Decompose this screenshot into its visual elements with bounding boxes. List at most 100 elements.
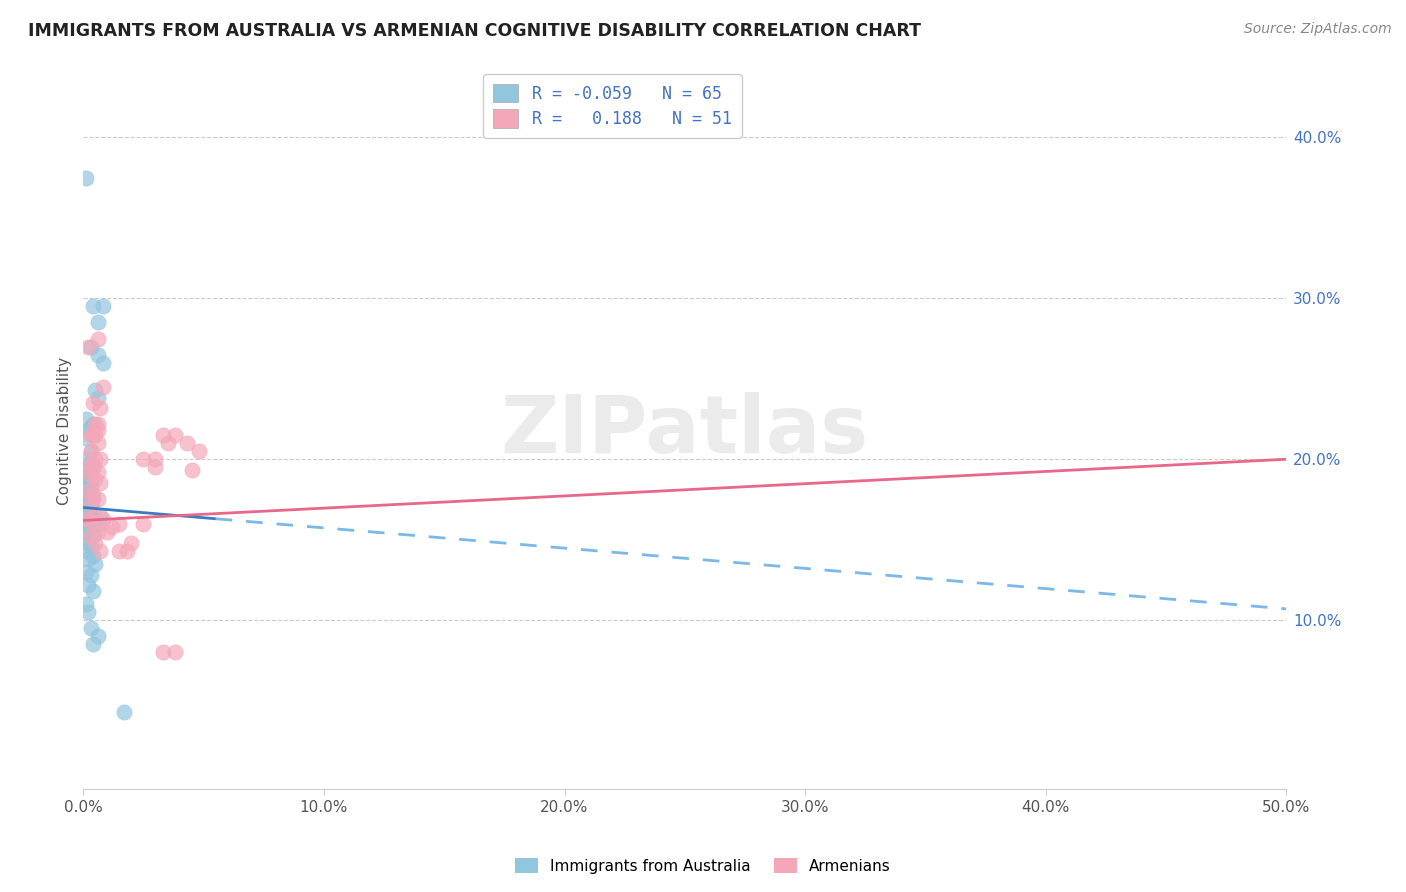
Point [112,705,135,719]
Point [87,417,110,431]
Point [79,513,101,527]
Point [89,544,111,558]
Point [87,516,110,531]
Point [77,552,100,566]
Point [108,544,131,558]
Point [82,396,104,410]
Point [79,621,101,635]
Point [75,497,97,511]
Point [145,460,167,475]
Point [77,484,100,499]
Point [91,299,114,313]
Point [82,529,104,543]
Point [132,516,155,531]
Text: IMMIGRANTS FROM AUSTRALIA VS ARMENIAN COGNITIVE DISABILITY CORRELATION CHART: IMMIGRANTS FROM AUSTRALIA VS ARMENIAN CO… [28,22,921,40]
Point [163,428,186,442]
Point [82,584,104,599]
Point [75,524,97,539]
Legend: R = -0.059   N = 65, R =   0.188   N = 51: R = -0.059 N = 65, R = 0.188 N = 51 [484,74,742,138]
Point [89,476,111,491]
Point [79,497,101,511]
Point [77,504,100,518]
Point [77,491,100,505]
Point [145,452,167,467]
Point [79,529,101,543]
Point [82,460,104,475]
Point [75,431,97,445]
Point [77,468,100,483]
Point [87,492,110,507]
Point [82,637,104,651]
Point [79,568,101,582]
Point [79,428,101,442]
Point [84,452,107,467]
Point [77,423,100,437]
Point [75,565,97,579]
Point [75,488,97,502]
Point [115,544,138,558]
Point [180,463,202,477]
Point [79,508,101,523]
Point [87,348,110,362]
Point [87,524,110,539]
Point [79,340,101,354]
Point [77,452,100,467]
Point [79,497,101,511]
Point [77,536,100,550]
Point [91,512,114,526]
Point [82,516,104,531]
Point [75,476,97,491]
Point [75,504,97,518]
Point [75,465,97,479]
Point [79,420,101,434]
Point [79,541,101,555]
Point [82,516,104,531]
Point [79,468,101,483]
Point [77,471,100,485]
Point [82,492,104,507]
Point [79,444,101,458]
Point [87,315,110,329]
Point [152,645,174,659]
Point [77,508,100,523]
Point [82,488,104,502]
Point [75,500,97,515]
Point [79,455,101,469]
Point [87,332,110,346]
Point [79,512,101,526]
Point [156,436,179,450]
Point [120,536,142,550]
Point [77,340,100,354]
Point [77,605,100,619]
Point [82,428,104,442]
Point [75,520,97,534]
Text: ZIPatlas: ZIPatlas [501,392,869,470]
Point [132,452,155,467]
Point [82,460,104,475]
Point [163,645,186,659]
Point [77,492,100,507]
Point [77,520,100,534]
Point [77,500,100,515]
Point [75,533,97,547]
Point [84,383,107,397]
Point [75,170,97,185]
Point [87,391,110,405]
Point [87,465,110,479]
Point [75,484,97,499]
Point [77,479,100,493]
Point [82,417,104,431]
Point [77,512,100,526]
Point [84,557,107,571]
Point [87,436,110,450]
Y-axis label: Cognitive Disability: Cognitive Disability [58,357,72,505]
Point [79,471,101,485]
Point [89,401,111,415]
Point [75,512,97,526]
Point [87,423,110,437]
Point [89,508,111,523]
Point [87,629,110,643]
Point [84,508,107,523]
Point [84,471,107,485]
Text: Source: ZipAtlas.com: Source: ZipAtlas.com [1244,22,1392,37]
